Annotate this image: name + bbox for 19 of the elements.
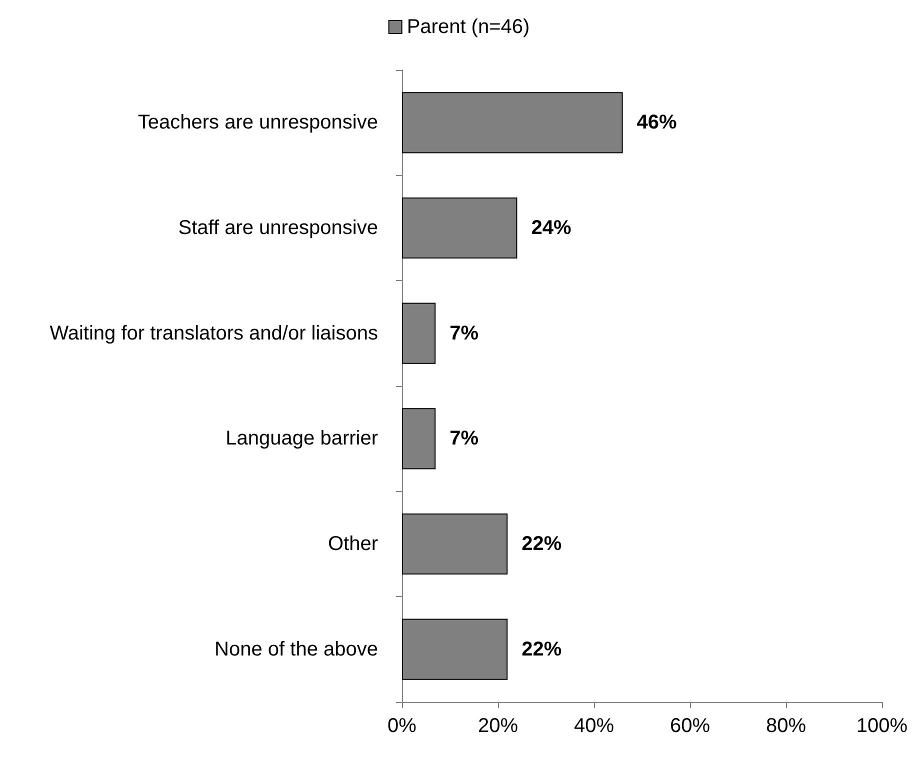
y-tick-label: None of the above [214,638,378,660]
y-tick-label: Waiting for translators and/or liaisons [50,322,378,344]
y-tick-label: Other [328,533,378,555]
data-label: 24% [531,217,572,239]
y-tick-label: Teachers are unresponsive [138,112,378,134]
legend-label: Parent (n=46) [406,16,530,38]
data-label: 46% [636,112,678,134]
data-label: 7% [450,322,479,344]
data-label: 7% [450,428,479,450]
data-label: 22% [522,533,562,555]
data-label: 22% [522,638,562,660]
x-tick-label: 20% [478,715,518,737]
y-tick-label: Staff are unresponsive [178,217,378,239]
x-tick-label: 100% [856,715,908,737]
x-tick-label: 0% [388,715,417,737]
x-tick-label: 60% [670,715,710,737]
x-tick-label: 40% [574,715,614,737]
x-tick-label: 80% [766,715,806,737]
y-tick-label: Language barrier [226,428,378,450]
